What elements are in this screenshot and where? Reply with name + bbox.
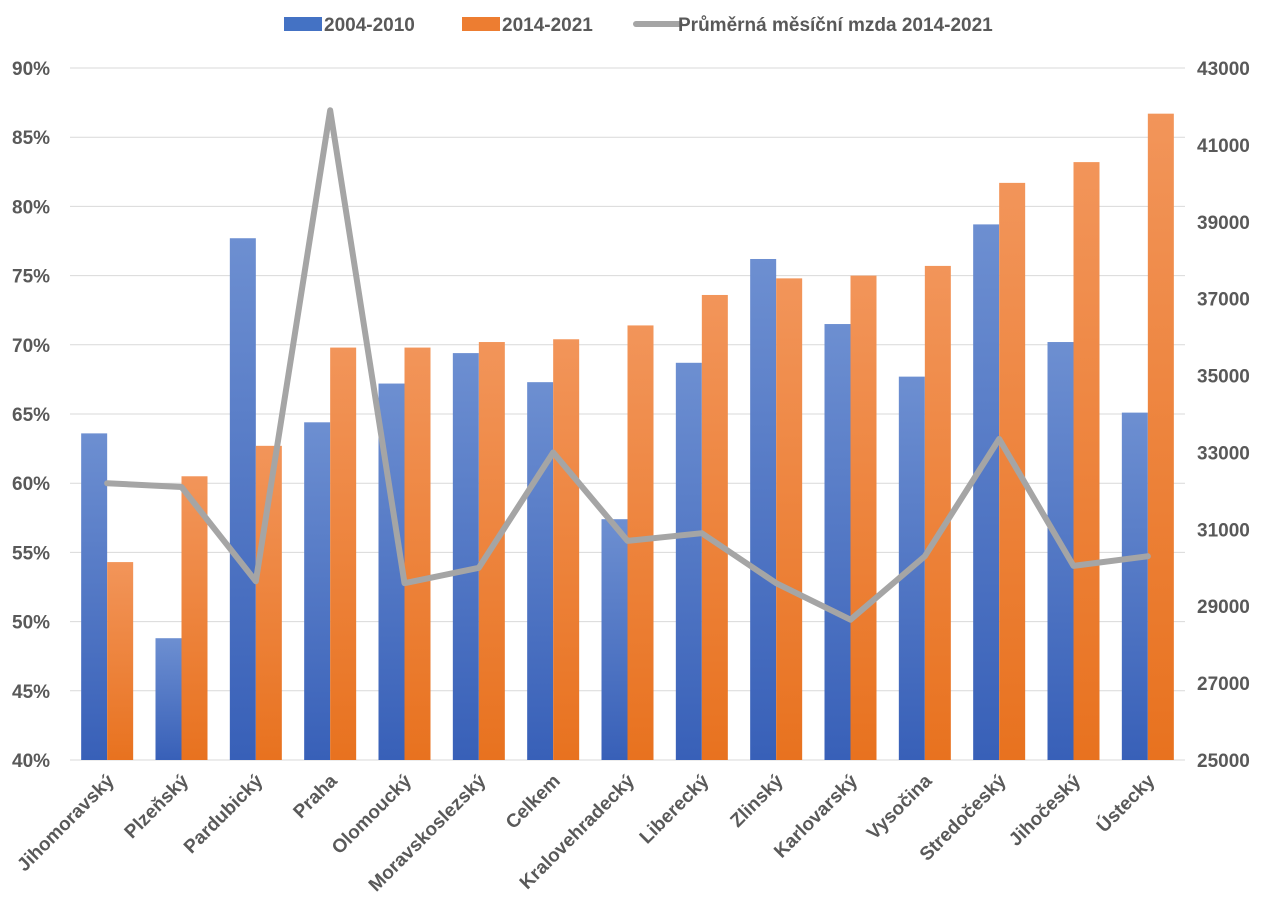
legend-swatch-2004-2010 — [284, 17, 322, 31]
right-tick-label: 31000 — [1197, 520, 1250, 541]
category-label: Liberecký — [636, 770, 714, 848]
right-tick-label: 39000 — [1197, 213, 1250, 234]
right-tick-label: 33000 — [1197, 443, 1250, 464]
right-axis: 25000 27000 29000 31000 33000 35000 37000 39000… — [1197, 59, 1250, 772]
right-tick-label: 29000 — [1197, 597, 1250, 618]
bar-2014-2021 — [924, 265, 951, 760]
left-tick-label: 55% — [12, 543, 50, 564]
bar-2004-2010 — [155, 638, 182, 760]
legend-label-salary: Průměrná měsíční mzda 2014-2021 — [678, 15, 993, 36]
bar-2004-2010 — [81, 433, 108, 760]
category-label: Vysočina — [863, 770, 937, 844]
bar-2004-2010 — [824, 324, 851, 760]
bar-2004-2010 — [750, 258, 777, 760]
right-tick-label: 41000 — [1197, 136, 1250, 157]
right-tick-label: 25000 — [1197, 751, 1250, 772]
left-tick-label: 65% — [12, 405, 50, 426]
bars — [81, 113, 1174, 761]
right-tick-label: 43000 — [1197, 59, 1250, 80]
bar-2004-2010 — [1047, 342, 1074, 760]
bar-2004-2010 — [601, 519, 628, 760]
legend-label-2014-2021: 2014-2021 — [502, 15, 593, 36]
bar-2004-2010 — [1121, 412, 1148, 760]
legend-label-2004-2010: 2004-2010 — [324, 15, 415, 36]
right-tick-label: 27000 — [1197, 674, 1250, 695]
legend: 2004-2010 2014-2021 Průměrná měsíční mzda … — [284, 15, 993, 36]
bar-2014-2021 — [1147, 113, 1174, 760]
bar-2004-2010 — [527, 382, 554, 760]
right-tick-label: 37000 — [1197, 290, 1250, 311]
legend-swatch-2014-2021 — [462, 17, 500, 31]
bar-2014-2021 — [1073, 162, 1100, 760]
salary-line — [104, 107, 1151, 623]
bar-2004-2010 — [452, 353, 479, 760]
category-label: Zlinský — [727, 770, 788, 831]
category-label: Ústecky — [1092, 770, 1159, 837]
category-label: Pardubický — [180, 770, 268, 858]
left-tick-label: 70% — [12, 336, 50, 357]
left-tick-label: 85% — [12, 128, 50, 149]
bar-2004-2010 — [675, 362, 702, 760]
left-tick-label: 50% — [12, 613, 50, 634]
left-tick-label: 90% — [12, 59, 50, 80]
bar-2004-2010 — [304, 422, 331, 760]
bar-2014-2021 — [404, 347, 431, 760]
bar-2014-2021 — [107, 562, 134, 760]
bar-2014-2021 — [776, 278, 803, 760]
left-tick-label: 40% — [12, 751, 50, 772]
category-label: Plzeňský — [121, 770, 194, 843]
left-tick-label: 60% — [12, 474, 50, 495]
bar-2004-2010 — [229, 238, 256, 760]
left-tick-label: 75% — [12, 267, 50, 288]
bar-2004-2010 — [973, 224, 1000, 761]
category-label: Praha — [290, 770, 342, 822]
bar-2014-2021 — [701, 294, 728, 760]
left-axis: 40% 45% 50% 55% 60% 65% 70% 75% 80% 85% 90% — [12, 59, 50, 772]
bar-2014-2021 — [850, 275, 877, 760]
bar-2014-2021 — [330, 347, 357, 760]
category-label: Jihočeský — [1005, 770, 1085, 850]
bar-2014-2021 — [181, 476, 208, 760]
category-label: Jihomoravský — [13, 770, 119, 876]
left-tick-label: 80% — [12, 197, 50, 218]
left-tick-label: 45% — [12, 682, 50, 703]
right-tick-label: 35000 — [1197, 367, 1250, 388]
bar-2014-2021 — [553, 339, 580, 760]
category-label: Celkem — [502, 771, 565, 834]
